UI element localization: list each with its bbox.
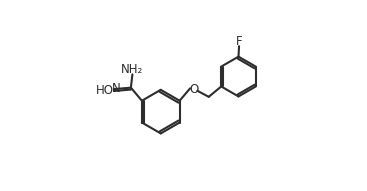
Text: NH₂: NH₂ xyxy=(121,63,143,76)
Text: HO: HO xyxy=(97,84,115,97)
Text: N: N xyxy=(112,82,120,95)
Text: F: F xyxy=(236,35,242,48)
Text: O: O xyxy=(189,83,198,96)
